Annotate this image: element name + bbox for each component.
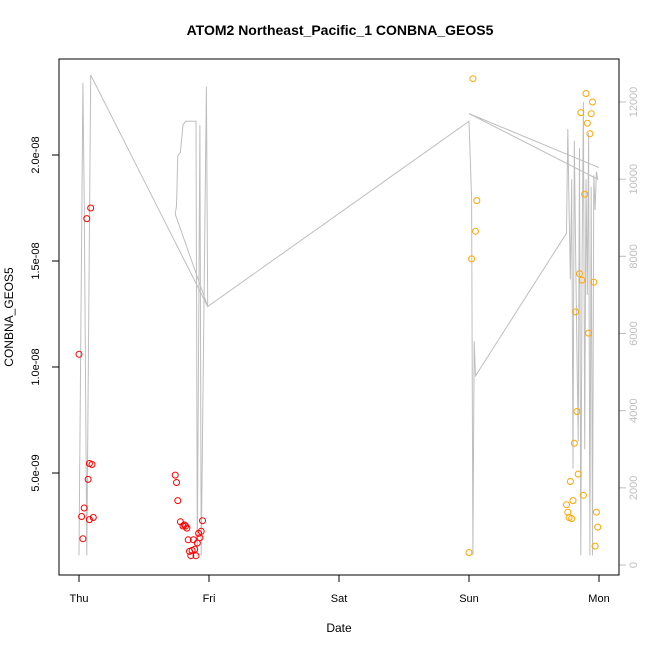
data-point	[79, 535, 87, 543]
y-tick-label: 1.0e-08	[30, 348, 42, 385]
scatter-points	[75, 75, 602, 560]
data-point	[469, 75, 477, 83]
plot-frame	[58, 58, 620, 576]
y2-tick-label: 0	[628, 562, 640, 568]
data-point	[577, 109, 585, 117]
x-tick-label: Mon	[588, 593, 609, 605]
data-point	[574, 470, 582, 478]
data-point	[199, 517, 206, 525]
data-point	[183, 524, 191, 532]
data-point	[570, 439, 578, 447]
x-tick-label: Thu	[70, 593, 89, 605]
data-point	[578, 276, 586, 284]
y2-tick-label: 8000	[628, 244, 640, 268]
data-point	[197, 527, 205, 535]
data-point	[473, 197, 481, 205]
data-point	[89, 514, 97, 521]
data-point	[569, 497, 577, 505]
data-point	[88, 461, 96, 468]
right-axis-line-series	[78, 74, 600, 556]
data-point	[465, 549, 473, 556]
data-point	[566, 478, 574, 485]
data-point	[173, 479, 180, 486]
data-point	[85, 516, 93, 524]
data-point	[591, 542, 599, 550]
data-point	[583, 119, 591, 127]
x-tick-label: Fri	[203, 593, 216, 605]
y-tick-label: 1.5e-08	[30, 242, 42, 279]
data-point	[582, 90, 590, 97]
x-tick-label: Sun	[459, 593, 479, 605]
data-point	[87, 204, 95, 212]
data-point	[84, 475, 92, 483]
data-point	[590, 278, 598, 286]
data-point	[171, 471, 179, 479]
data-point	[581, 190, 589, 198]
y2-tick-label: 10000	[628, 164, 640, 195]
y-tick-label: 5.0e-09	[30, 454, 42, 491]
data-point	[572, 308, 580, 316]
data-point	[179, 522, 187, 530]
data-point	[196, 534, 204, 542]
data-point	[83, 215, 91, 223]
data-point	[576, 270, 583, 278]
data-point	[573, 408, 581, 415]
data-point	[468, 255, 476, 263]
data-point	[80, 504, 88, 512]
data-point	[594, 523, 602, 531]
data-point	[184, 536, 192, 544]
data-point	[585, 329, 593, 337]
data-point	[589, 98, 596, 106]
y2-tick-label: 2000	[628, 476, 640, 500]
data-point	[592, 508, 600, 516]
y2-tick-label: 12000	[628, 87, 640, 118]
data-point	[587, 110, 595, 118]
y-tick-label: 2.0e-08	[30, 136, 42, 173]
data-point	[191, 545, 199, 553]
data-point	[579, 491, 587, 499]
data-point	[75, 350, 83, 358]
y2-tick-label: 4000	[628, 398, 640, 422]
x-tick-label: Sat	[331, 593, 348, 605]
data-point	[563, 501, 570, 509]
data-point	[586, 130, 594, 138]
y-axis-label: CONBNA_GEOS5	[2, 267, 16, 367]
data-point	[78, 513, 86, 520]
y2-tick-label: 6000	[628, 321, 640, 345]
x-axis-label: Date	[326, 621, 352, 635]
chart-title: ATOM2 Northeast_Pacific_1 CONBNA_GEOS5	[187, 22, 494, 38]
data-point	[472, 227, 479, 235]
series-line	[78, 74, 600, 556]
data-point	[174, 497, 182, 505]
data-point	[192, 552, 200, 560]
data-point	[568, 515, 576, 523]
